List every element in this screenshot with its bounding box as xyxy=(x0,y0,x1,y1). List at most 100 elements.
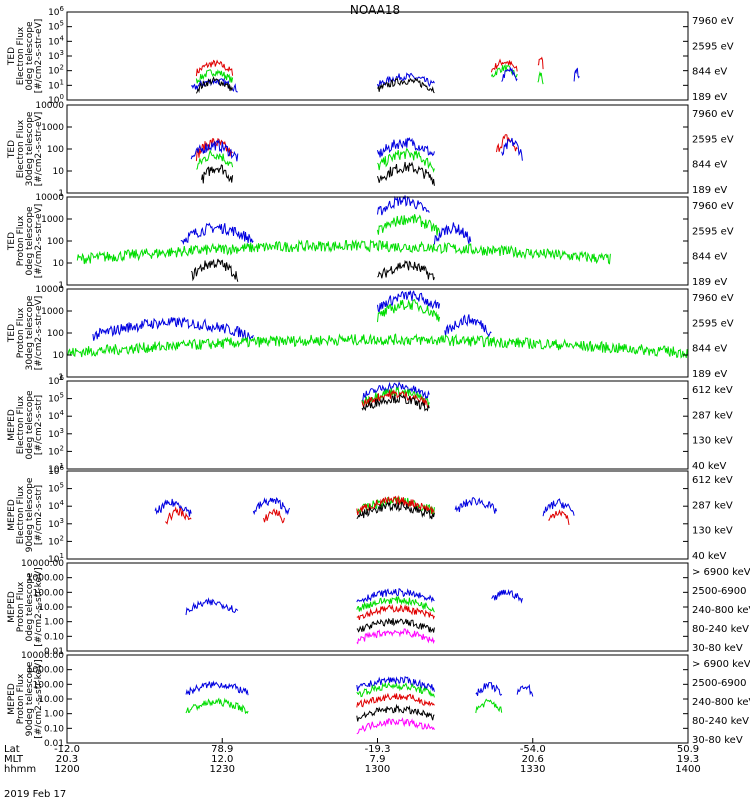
x-tick-label: -54.0 xyxy=(520,744,546,755)
series-c4-trace xyxy=(180,195,472,246)
x-tick-label: 7.9 xyxy=(370,754,386,765)
series-c1-trace xyxy=(356,500,435,520)
y-tick-label: 1000.00 xyxy=(27,574,64,584)
y-tick-label: 103 xyxy=(48,427,64,440)
legend-entry: 844 eV xyxy=(692,160,727,171)
series-c4-trace xyxy=(185,588,523,616)
legend-entry: 189 eV xyxy=(692,369,727,380)
y-tick-label: 1000 xyxy=(41,123,64,133)
y-tick-label: 105 xyxy=(48,392,64,405)
panel-6: 106 105 104 103 102 101 MEPEDElectron Flux90de… xyxy=(7,464,733,565)
y-tick-label: 10000.00 xyxy=(21,651,64,661)
date-label: 2019 Feb 17 xyxy=(4,789,66,800)
legend-entry: 2500-6900 xyxy=(692,678,747,689)
y-tick-label: 103 xyxy=(48,49,64,62)
y-axis-label: TEDElectron Flux30deg telescope[#/cm2-s-… xyxy=(7,111,44,186)
y-axis-label: TEDElectron Flux0deg telescope[#/cm2-s-s… xyxy=(7,19,44,94)
legend-entry: 80-240 keV xyxy=(692,716,749,727)
series-c1-trace xyxy=(190,258,435,282)
series-c3-trace xyxy=(196,147,435,173)
legend-entry: 287 keV xyxy=(692,500,733,511)
legend-entry: 30-80 keV xyxy=(692,643,743,654)
panel-frame xyxy=(66,11,689,101)
panel-frame xyxy=(66,196,689,286)
legend-entry: 2595 eV xyxy=(692,134,734,145)
x-tick-label: -12.0 xyxy=(54,744,80,755)
x-tick-label: 1230 xyxy=(210,764,235,775)
legend-entry: 7960 eV xyxy=(692,109,734,120)
panel-frame xyxy=(66,380,689,470)
x-tick-label: 50.9 xyxy=(677,744,699,755)
y-tick-label: 104 xyxy=(48,499,64,512)
y-tick-label: 1000 xyxy=(41,215,64,225)
legend-entry: 2595 eV xyxy=(692,226,734,237)
x-tick-label: 78.9 xyxy=(211,744,233,755)
x-row-label: MLT xyxy=(4,754,24,765)
legend-entry: 189 eV xyxy=(692,277,727,288)
series-c3-trace xyxy=(76,214,611,265)
legend-entry: 2595 eV xyxy=(692,41,734,52)
y-tick-label: 10000 xyxy=(35,193,64,203)
y-tick-label: 0.01 xyxy=(44,739,64,749)
y-tick-label: 100 xyxy=(47,329,64,339)
y-tick-label: 1000 xyxy=(41,307,64,317)
series-c4-trace xyxy=(154,496,575,517)
legend-entry: 287 keV xyxy=(692,410,733,421)
legend-entry: 844 eV xyxy=(692,67,727,78)
legend-entry: 130 keV xyxy=(692,436,733,447)
x-tick-label: -19.3 xyxy=(365,744,391,755)
series-c4-trace xyxy=(190,136,523,162)
x-row-label: Lat xyxy=(4,744,20,755)
x-tick-label: 19.3 xyxy=(677,754,699,765)
y-tick-label: 10000 xyxy=(35,101,64,111)
y-tick-label: 106 xyxy=(48,5,64,18)
series-c2-trace xyxy=(164,495,570,525)
x-tick-label: 1300 xyxy=(365,764,390,775)
y-tick-label: 104 xyxy=(48,34,64,47)
panel-frame xyxy=(66,288,689,378)
y-tick-label: 106 xyxy=(48,374,64,387)
panel-frame xyxy=(66,104,689,194)
y-axis-label: TEDProton Flux30deg telescope[#/cm2-s-st… xyxy=(7,295,44,370)
legend-entry: 612 keV xyxy=(692,385,733,396)
series-c4-trace xyxy=(361,381,430,402)
y-tick-label: 101 xyxy=(48,78,64,91)
x-tick-label: 1330 xyxy=(520,764,545,775)
y-tick-label: 104 xyxy=(48,409,64,422)
y-axis-label: MEPEDProton Flux0deg telescope[#/cm2-s-s… xyxy=(7,567,44,646)
y-tick-label: 100.00 xyxy=(33,680,65,690)
legend-entry: 7960 eV xyxy=(692,201,734,212)
series-c1-trace xyxy=(361,393,430,412)
series-c3-trace xyxy=(185,681,503,715)
legend-entry: 2595 eV xyxy=(692,318,734,329)
series-c1-trace xyxy=(356,703,435,722)
series-c4-trace xyxy=(92,290,492,341)
legend-entry: 7960 eV xyxy=(692,16,734,27)
x-row-label: hhmm xyxy=(4,764,36,775)
x-tick-label: 1200 xyxy=(54,764,79,775)
y-tick-label: 102 xyxy=(48,534,64,547)
y-tick-label: 102 xyxy=(48,64,64,77)
legend-entry: 844 eV xyxy=(692,344,727,355)
series-c3-trace xyxy=(66,299,689,359)
y-axis-label: TEDProton Flux0deg telescope[#/cm2-s-str… xyxy=(7,204,44,279)
chart-title: NOAA18 xyxy=(350,3,400,17)
legend-entry: 189 eV xyxy=(692,92,727,103)
series-c1-trace xyxy=(356,617,435,634)
series-c2-trace xyxy=(356,692,435,708)
y-tick-label: 0.10 xyxy=(44,724,64,734)
y-tick-label: 100 xyxy=(47,145,64,155)
legend-entry: > 6900 keV xyxy=(692,659,750,670)
legend-entry: 2500-6900 xyxy=(692,586,747,597)
legend-entry: 40 keV xyxy=(692,461,726,472)
series-c4-trace xyxy=(185,676,534,697)
y-tick-label: 1.00 xyxy=(44,618,64,628)
y-tick-label: 10.00 xyxy=(38,603,64,613)
legend-entry: 40 keV xyxy=(692,551,726,562)
series-c2-trace xyxy=(195,134,518,162)
x-tick-label: 12.0 xyxy=(211,754,233,765)
legend-entry: 240-800 keV xyxy=(692,697,750,708)
y-tick-label: 10 xyxy=(53,351,65,361)
